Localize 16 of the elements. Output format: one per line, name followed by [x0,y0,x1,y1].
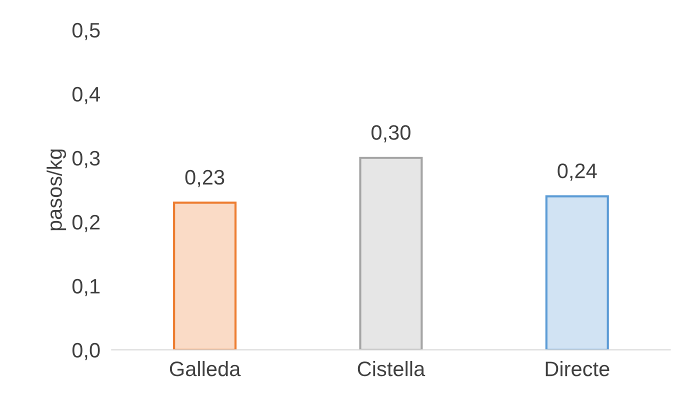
bar [545,195,609,350]
y-tick-label: 0,2 [72,214,100,232]
y-tick-label: 0,3 [72,150,100,168]
x-tick-label: Cistella [358,360,426,376]
y-axis-title: pasos/kg [46,150,66,230]
data-label: 0,30 [372,125,410,142]
bar [173,202,237,350]
y-tick-label: 0,4 [72,86,100,104]
x-tick-label: Galleda [170,360,241,376]
y-tick-label: 0,5 [72,22,100,40]
data-label: 0,24 [558,164,597,181]
y-tick-label: 0,0 [72,342,100,360]
x-tick-label: Directe [546,360,610,376]
y-tick-label: 0,1 [72,278,100,296]
bar [359,156,423,350]
data-label: 0,23 [185,170,224,188]
